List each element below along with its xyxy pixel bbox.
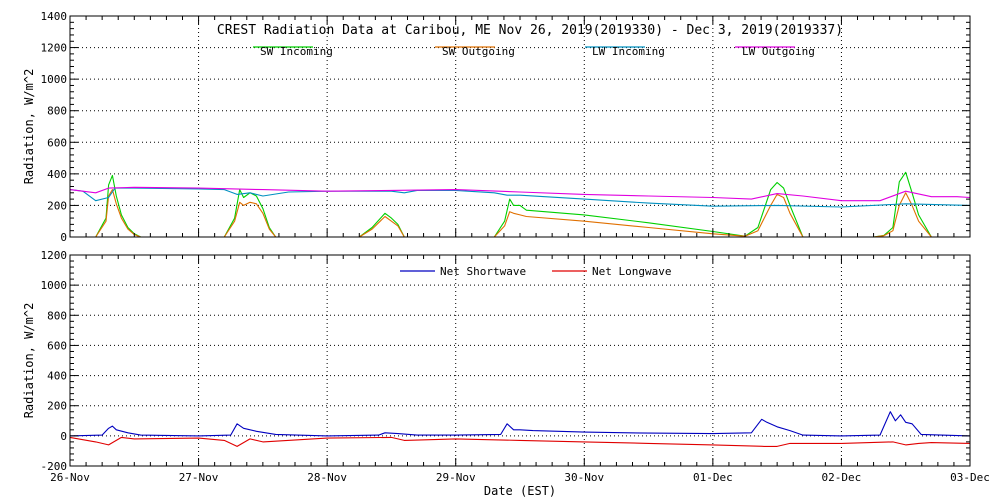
bottom-grid: [70, 255, 970, 466]
bottom-ticks: -200 0 200 400 600 800 1000 1200: [41, 249, 971, 473]
series-line-sw-incoming: [70, 171, 970, 238]
top-panel: 0 200 400 600 800 1000 1200 1400 CREST Radiatio…: [22, 10, 971, 244]
x-tick-label: 29-Nov: [436, 471, 476, 484]
bot-y-tick-label: 600: [47, 339, 67, 352]
legend-label-sw-incoming: SW Incoming: [260, 45, 333, 58]
legend-label-net-shortwave: Net Shortwave: [440, 265, 526, 278]
top-y-tick-label: 200: [47, 199, 67, 212]
series-line-net-longwave: [69, 436, 971, 447]
series-line-net-shortwave: [69, 411, 971, 437]
bot-y-tick-label: -200: [41, 460, 68, 473]
top-chart-title: CREST Radiation Data at Caribou, ME Nov …: [217, 23, 843, 38]
top-grid: [70, 16, 970, 237]
top-y-tick-label: 1200: [41, 42, 68, 55]
x-tick-label: 28-Nov: [307, 471, 347, 484]
top-plot-frame: [69, 15, 971, 238]
top-y-tick-label: 600: [47, 136, 67, 149]
bottom-y-axis-label: Radiation, W/m^2: [22, 303, 36, 419]
top-y-axis-label: Radiation, W/m^2: [22, 69, 36, 185]
top-y-tick-label: 0: [60, 231, 67, 244]
legend-label-sw-outgoing: SW Outgoing: [442, 45, 515, 58]
top-y-tick-label: 400: [47, 168, 67, 181]
top-y-tick-label: 800: [47, 105, 67, 118]
x-tick-label: 30-Nov: [564, 471, 604, 484]
x-tick-labels: 26-Nov 27-Nov 28-Nov 29-Nov 30-Nov 01-Dec 02-D…: [50, 471, 990, 484]
x-tick-label: 26-Nov: [50, 471, 90, 484]
legend-label-net-longwave: Net Longwave: [592, 265, 671, 278]
x-tick-label: 27-Nov: [179, 471, 219, 484]
bottom-plot-frame: [69, 254, 971, 467]
x-tick-label: 01-Dec: [693, 471, 733, 484]
series-line-lw-incoming: [69, 187, 971, 208]
bottom-legend: Net Shortwave Net Longwave: [400, 265, 671, 278]
bot-y-tick-label: 400: [47, 370, 67, 383]
bottom-series-group: [69, 411, 971, 447]
x-tick-label: 03-Dec: [950, 471, 990, 484]
top-ticks: 0 200 400 600 800 1000 1200 1400: [41, 10, 971, 244]
x-tick-label: 02-Dec: [822, 471, 862, 484]
bot-y-tick-label: 1000: [41, 279, 68, 292]
bottom-panel: -200 0 200 400 600 800 1000 1200 Radiation, W/m…: [22, 249, 990, 498]
top-legend: SW Incoming SW Outgoing LW Incoming LW Outg…: [253, 45, 815, 58]
bot-y-tick-label: 1200: [41, 249, 68, 262]
series-line-lw-outgoing: [69, 186, 971, 202]
bot-y-tick-label: 200: [47, 400, 67, 413]
bot-y-tick-label: 0: [60, 430, 67, 443]
legend-label-lw-incoming: LW Incoming: [592, 45, 665, 58]
bot-y-tick-label: 800: [47, 309, 67, 322]
x-axis-label: Date (EST): [484, 484, 556, 498]
legend-label-lw-outgoing: LW Outgoing: [742, 45, 815, 58]
top-y-tick-label: 1000: [41, 73, 68, 86]
top-series-group: [69, 171, 971, 238]
top-y-tick-label: 1400: [41, 10, 68, 23]
series-line-sw-outgoing: [70, 189, 970, 238]
